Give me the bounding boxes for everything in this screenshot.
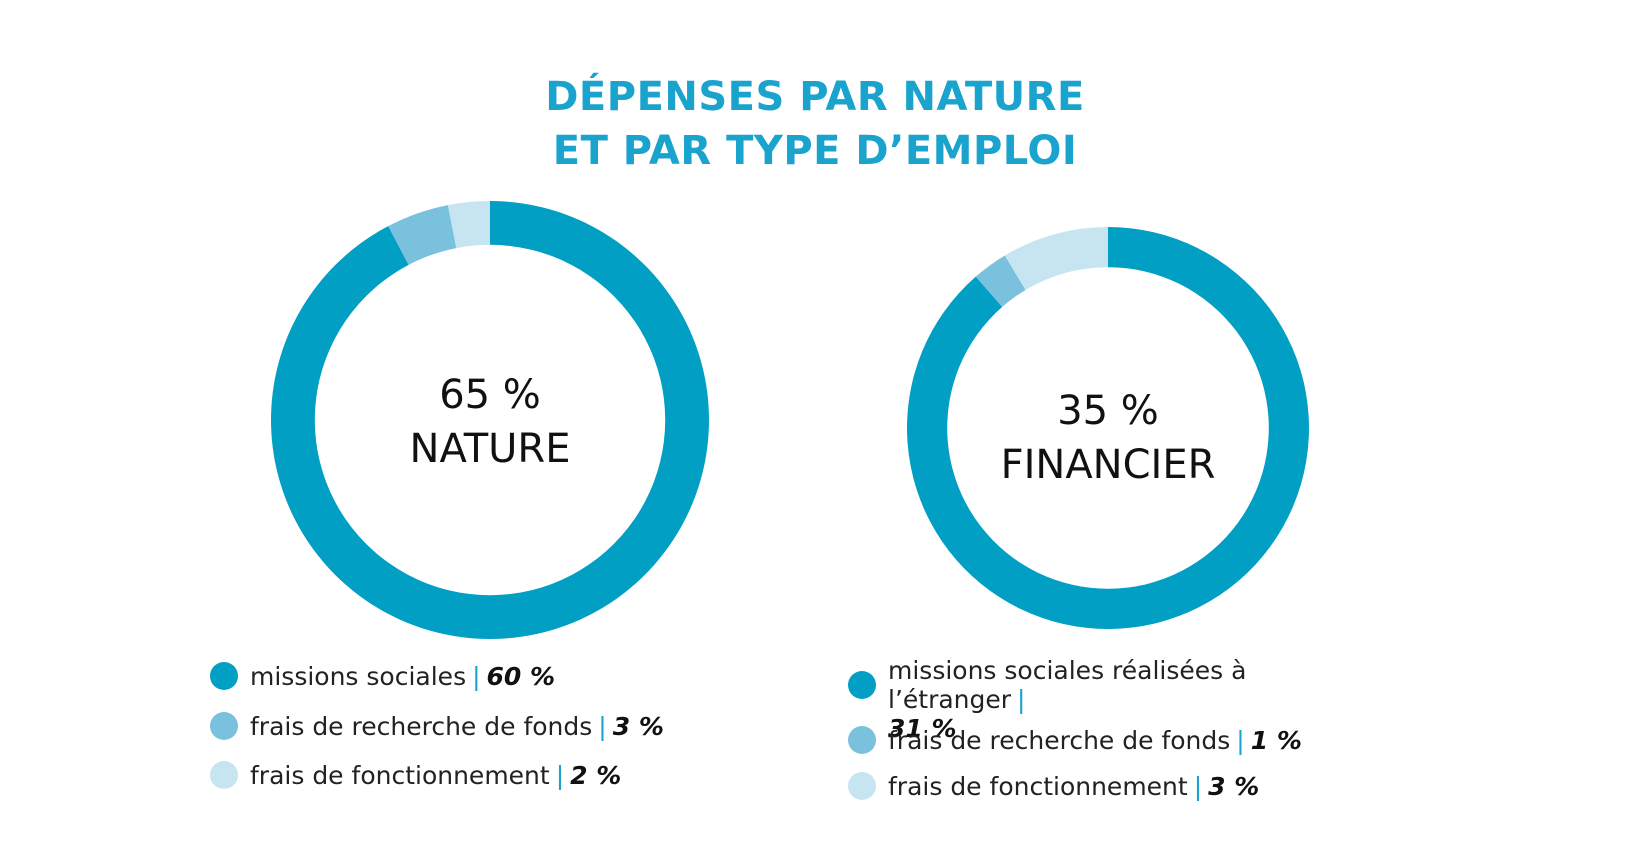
donut-slice-frais-fonctionnement [447, 201, 490, 249]
legend-item: frais de fonctionnement | 3 % [848, 772, 1259, 801]
legend-value: 3 % [1208, 772, 1260, 801]
donut-center-label-nature: 65 % NATURE [370, 368, 610, 476]
donut-center-name: NATURE [409, 426, 571, 472]
donut-chart-financier [907, 227, 1309, 629]
legend-dot-icon [848, 671, 876, 699]
chart-title: DÉPENSES PAR NATURE ET PAR TYPE D’EMPLOI [0, 70, 1630, 178]
legend-dot-icon [210, 761, 238, 789]
legend-label: frais de fonctionnement [888, 772, 1188, 801]
legend-value: 3 % [612, 712, 664, 741]
legend-label: missions sociales réalisées à l’étranger [888, 656, 1247, 714]
donut-slice-frais-recherche-fonds [975, 255, 1026, 307]
legend-value: 2 % [570, 761, 622, 790]
legend-item: missions sociales | 60 % [210, 662, 555, 691]
donut-slice-frais-recherche-fonds [388, 205, 457, 265]
donut-chart-nature [270, 201, 709, 639]
legend-item: frais de fonctionnement | 2 % [210, 761, 621, 790]
title-line-1: DÉPENSES PAR NATURE [545, 74, 1085, 120]
legend-dot-icon [848, 726, 876, 754]
legend-label: missions sociales [250, 662, 467, 691]
legend-item: frais de recherche de fonds | 3 % [210, 712, 664, 741]
legend-label: frais de recherche de fonds [888, 726, 1231, 755]
donut-slice-frais-fonctionnement [1004, 227, 1108, 290]
legend-label: frais de recherche de fonds [250, 712, 593, 741]
legend-dot-icon [210, 712, 238, 740]
donut-center-label-financier: 35 % FINANCIER [968, 384, 1248, 492]
donut-center-percent: 35 % [1057, 388, 1159, 434]
legend-value: 31 % [888, 714, 957, 743]
legend-dot-icon [848, 772, 876, 800]
title-line-2: ET PAR TYPE D’EMPLOI [552, 128, 1078, 174]
legend-label: frais de fonctionnement [250, 761, 550, 790]
donut-center-percent: 65 % [439, 372, 541, 418]
legend-value: 60 % [486, 662, 556, 691]
legend-dot-icon [210, 662, 238, 690]
donut-center-name: FINANCIER [1000, 442, 1216, 488]
legend-value: 1 % [1250, 726, 1302, 755]
legend-item: frais de recherche de fonds | 1 % [848, 726, 1302, 755]
legend-item: missions sociales réalisées à l’étranger… [848, 656, 1388, 743]
